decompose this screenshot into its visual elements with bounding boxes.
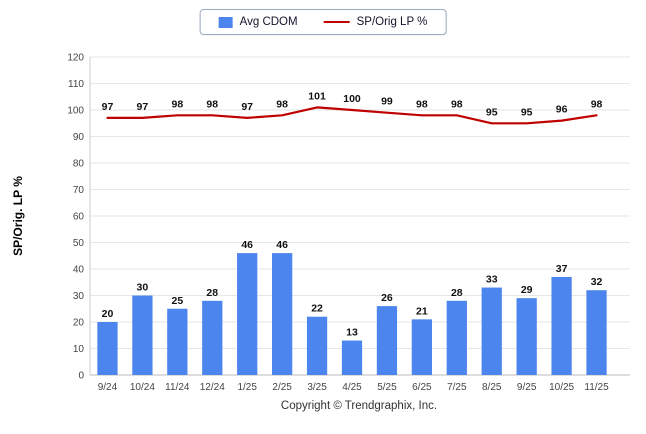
x-tick-label: 11/25 — [584, 382, 609, 393]
x-tick-label: 12/24 — [200, 382, 225, 393]
bar — [341, 340, 363, 375]
line-point-label: 95 — [521, 106, 533, 118]
line-point-label: 98 — [451, 98, 463, 110]
bar-value-label: 30 — [137, 282, 149, 294]
line-point-label: 97 — [137, 101, 149, 113]
x-tick-label: 1/25 — [237, 382, 257, 393]
y-tick-label: 50 — [73, 238, 85, 249]
bar-value-label: 46 — [241, 239, 253, 251]
y-tick-label: 40 — [73, 265, 85, 276]
x-tick-label: 6/25 — [412, 382, 432, 393]
bar-value-label: 46 — [276, 239, 288, 251]
chart-svg: 0 10 20 30 40 50 60 70 80 90 100 110 120 20 30 25 28 46 46… — [11, 53, 630, 393]
x-axis-labels: 9/24 10/24 11/24 12/24 1/25 2/25 3/25 4/25 5/25 6… — [98, 382, 609, 393]
line-point-label: 97 — [241, 101, 253, 113]
line-point-label: 100 — [343, 93, 361, 105]
x-tick-label: 3/25 — [307, 382, 327, 393]
y-tick-label: 60 — [73, 212, 85, 223]
bar-value-label: 21 — [416, 305, 428, 317]
y-tick-label: 100 — [67, 106, 84, 117]
bar — [481, 287, 502, 375]
legend-item-avg-cdom: Avg CDOM — [218, 16, 298, 28]
y-tick-label: 120 — [67, 53, 84, 64]
y-axis-title: SP/Orig. LP % — [11, 176, 25, 256]
bar — [132, 295, 153, 375]
bar — [306, 316, 328, 375]
line-point-label: 98 — [206, 98, 218, 110]
line-point-label: 98 — [591, 98, 603, 110]
x-tick-label: 2/25 — [272, 382, 292, 393]
line-point-label: 96 — [556, 104, 568, 116]
bar-value-label: 22 — [311, 303, 323, 315]
legend-label-sp-orig-lp: SP/Orig LP % — [356, 16, 428, 28]
bar-series: 20 30 25 28 46 46 22 13 26 21 28 33 29 37 32 — [97, 239, 607, 375]
bar — [97, 322, 118, 375]
y-tick-label: 110 — [68, 79, 84, 90]
y-tick-label: 30 — [73, 291, 85, 302]
bar-value-label: 37 — [556, 263, 568, 275]
x-tick-label: 10/24 — [130, 382, 155, 393]
bar-value-label: 25 — [171, 295, 183, 307]
bar-value-label: 33 — [486, 274, 498, 286]
y-tick-label: 10 — [73, 344, 85, 355]
bar-value-label: 20 — [102, 308, 114, 320]
line-point-label: 98 — [171, 98, 183, 110]
bar — [272, 253, 293, 375]
line-series: 97 97 98 98 97 98 101 100 99 98 98 95 95 96 98 — [102, 90, 603, 125]
x-tick-label: 5/25 — [377, 382, 397, 393]
copyright-text: Copyright © Trendgraphix, Inc. — [280, 400, 438, 412]
x-tick-label: 4/25 — [342, 382, 362, 393]
x-tick-label: 9/25 — [517, 382, 537, 393]
line-swatch-icon — [323, 21, 350, 23]
line-point-label: 97 — [102, 101, 114, 113]
line-point-label: 101 — [308, 90, 326, 102]
bar — [516, 298, 537, 375]
bar-value-label: 26 — [381, 292, 393, 304]
x-tick-label: 8/25 — [482, 382, 502, 393]
y-tick-label: 80 — [73, 159, 85, 170]
x-tick-label: 11/24 — [165, 382, 190, 393]
y-tick-label: 90 — [73, 132, 85, 143]
bar-value-label: 32 — [591, 276, 603, 288]
x-tick-label: 10/25 — [549, 382, 574, 393]
bar — [167, 308, 188, 375]
line-point-label: 98 — [416, 98, 428, 110]
bar — [376, 306, 398, 375]
x-tick-label: 7/25 — [447, 382, 467, 393]
bar — [586, 290, 607, 375]
x-tick-label: 9/24 — [98, 382, 118, 393]
bar-value-label: 28 — [451, 287, 463, 299]
bar-value-label: 28 — [206, 287, 218, 299]
line-point-label: 99 — [381, 96, 393, 108]
legend: Avg CDOM SP/Orig LP % — [199, 9, 447, 35]
legend-item-sp-orig-lp: SP/Orig LP % — [323, 16, 428, 28]
bar — [202, 300, 223, 375]
y-tick-label: 20 — [73, 318, 85, 329]
bar-swatch-icon — [218, 16, 233, 28]
bar-value-label: 29 — [521, 284, 533, 296]
legend-label-avg-cdom: Avg CDOM — [239, 16, 298, 28]
bar-value-label: 13 — [346, 327, 358, 339]
y-tick-label: 0 — [78, 371, 84, 382]
line-point-label: 98 — [276, 98, 288, 110]
line-path — [106, 106, 598, 125]
bar — [446, 300, 467, 375]
bar — [411, 319, 432, 375]
line-point-label: 95 — [486, 106, 498, 118]
y-tick-label: 70 — [73, 185, 85, 196]
bar — [237, 253, 258, 375]
bar — [551, 276, 572, 375]
